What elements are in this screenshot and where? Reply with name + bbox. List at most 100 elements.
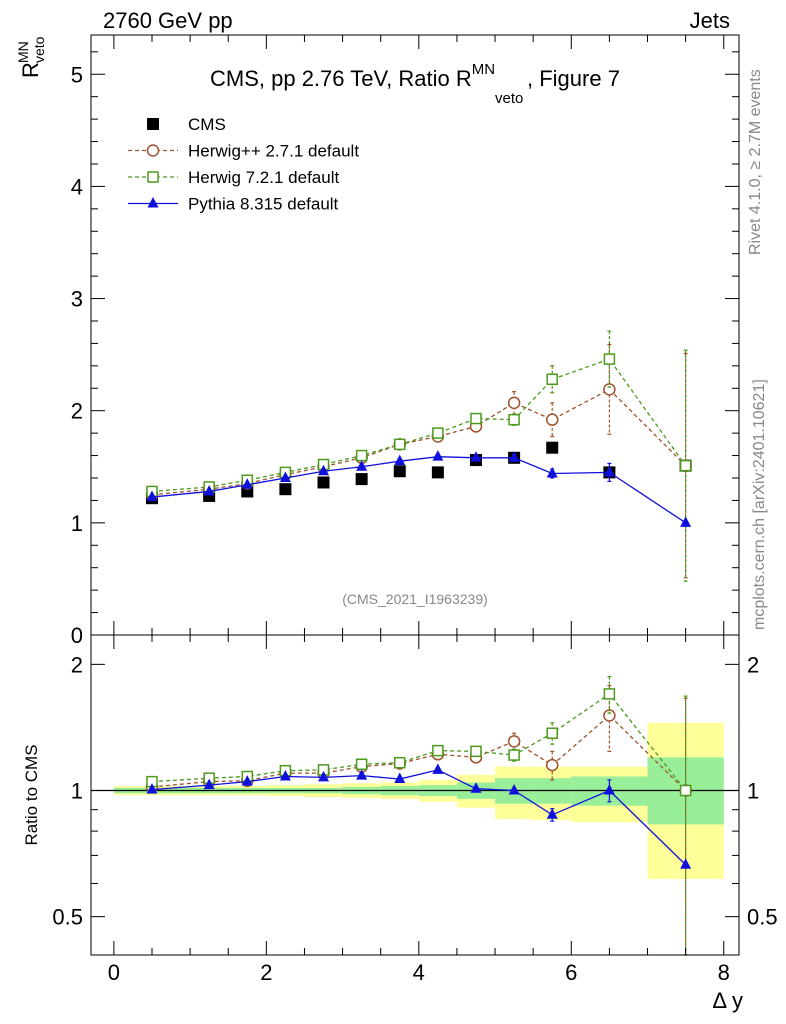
y-tick-label: 2 [71,399,83,424]
pythia-8-315-default-point [279,769,291,781]
herwig-7-2-1-default-point [470,745,482,758]
ylabel-sup: MN [15,41,31,63]
series-herwig-2-7-1-default [145,343,692,579]
ylabel-main: R [18,62,43,78]
title-suffix: , Figure 7 [527,66,620,91]
pythia-8-315-default-point [508,451,520,462]
cms-point [393,465,406,478]
herwig-7-2-1-default-point [508,749,520,761]
rivet-label: Rivet 4.1.0, ≥ 2.7M events [747,69,764,255]
series-pythia-8-315-default [146,763,692,869]
pythia-8-315-default-point [680,516,692,527]
y-tick-label: 3 [71,287,83,312]
legend-label: Herwig++ 2.7.1 default [188,142,359,161]
pythia-8-315-default-point [603,465,615,477]
header-left: 2760 GeV pp [103,8,233,33]
herwig-7-2-1-default-point [546,727,558,739]
herwig-2-7-1-default-point [545,413,559,426]
x-tick-label: 2 [260,960,272,985]
herwig-2-7-1-default-line [151,388,687,496]
mcplots-label: mcplots.cern.ch [arXiv:2401.10621] [751,379,768,630]
x-tick-label: 4 [413,960,425,985]
pythia-8-315-default-point [603,783,615,795]
herwig-7-2-1-default-point [508,413,520,426]
pythia-8-315-default-point [508,783,520,795]
plot-title: CMS, pp 2.76 TeV, Ratio RMN [210,61,495,91]
pythia-8-315-default-point [279,471,291,482]
main-panel: 0 1 2 3 4 5 (CMS_2021_I1963239) CMS, pp 2.76 … [15,34,740,648]
pythia-8-315-default-point [432,763,444,774]
herwig-2-7-1-default-point [545,758,559,772]
y-tick-label-right: 1 [747,778,759,803]
herwig-7-2-1-default-point [470,412,482,425]
pythia-8-315-default-point [356,460,368,471]
ratio-data-layer [91,675,739,956]
legend-label: CMS [188,115,226,134]
title-sub: veto [495,90,523,107]
cms-point [317,476,330,489]
ratio-ylabel: Ratio to CMS [22,744,41,845]
y-tick-label: 5 [71,62,83,87]
legend-marker [146,144,160,157]
y-tick-label-left: 2 [71,652,83,677]
legend-label: Herwig 7.2.1 default [188,168,339,187]
analysis-watermark: (CMS_2021_I1963239) [342,591,488,607]
y-tick-label-right: 0.5 [747,905,778,930]
legend-entry-cms: CMS [147,115,226,134]
herwig-7-2-1-default-point [546,373,558,386]
legend-entry-herwig-7-2-1-default: Herwig 7.2.1 default [128,168,339,187]
x-axis-label: Δ y [712,988,743,1013]
herwig-2-7-1-default-point [507,396,521,410]
cms-point [279,483,292,496]
y-tick-label-left: 0.5 [52,905,83,930]
y-tick-label: 0 [71,623,83,648]
legend-entry-herwig-2-7-1-default: Herwig++ 2.7.1 default [128,142,359,161]
pythia-8-315-default-point [394,454,406,466]
herwig-7-2-1-default-point [394,756,406,769]
herwig-2-7-1-default-errorbar [550,750,555,781]
legend-label: Pythia 8.315 default [188,195,339,214]
pythia-8-315-default-point [394,772,406,784]
herwig-7-2-1-default-point [603,353,616,365]
series-herwig-7-2-1-default [146,330,692,582]
pythia-8-315-default-point [241,478,253,489]
pythia-8-315-default-point [546,467,558,478]
ylabel-sub: veto [31,36,47,63]
pythia-8-315-default-point [203,484,215,496]
herwig-2-7-1-default-errorbar [607,343,612,435]
legend-marker [147,171,159,183]
legend-entry-pythia-8-315-default: Pythia 8.315 default [128,195,339,214]
cms-point [431,466,444,479]
pythia-8-315-default-point [546,808,558,819]
title-main: CMS, pp 2.76 TeV, Ratio R [210,66,472,91]
herwig-7-2-1-default-point [679,784,692,797]
herwig-2-7-1-default-point [603,709,616,722]
herwig-7-2-1-default-point [394,438,406,451]
main-axes: 0 1 2 3 4 5 [71,35,739,648]
pythia-8-315-default-point [241,775,253,786]
y-tick-label: 1 [71,511,83,536]
ratio-panel: 0 2 4 6 8 0.5 0.5 1 1 2 2 Ratio to CMS Δ y [22,634,778,1013]
cms-point [546,441,559,454]
pythia-8-315-default-point [318,770,330,782]
y-tick-label: 4 [71,174,83,199]
header-right: Jets [690,8,730,33]
pythia-8-315-default-point [432,450,444,461]
pythia-8-315-default-point [356,769,368,780]
herwig-7-2-1-default-point [432,427,444,439]
x-tick-label: 6 [565,960,577,985]
series-pythia-8-315-default [146,450,692,527]
herwig-7-2-1-default-point [432,744,444,757]
legend-marker [147,118,159,130]
title-sup: MN [472,61,495,78]
pythia-8-315-default-point [470,451,482,462]
pythia-8-315-default-point [146,783,158,794]
legend-marker [147,197,159,208]
y-tick-label-right: 2 [747,652,759,677]
herwig-7-2-1-default-point [603,688,616,700]
cms-point [355,473,368,486]
pythia-8-315-default-point [470,782,482,793]
herwig-2-7-1-default-point [507,735,521,748]
legend: CMS Herwig++ 2.7.1 default Herwig 7.2.1 de… [128,115,359,214]
